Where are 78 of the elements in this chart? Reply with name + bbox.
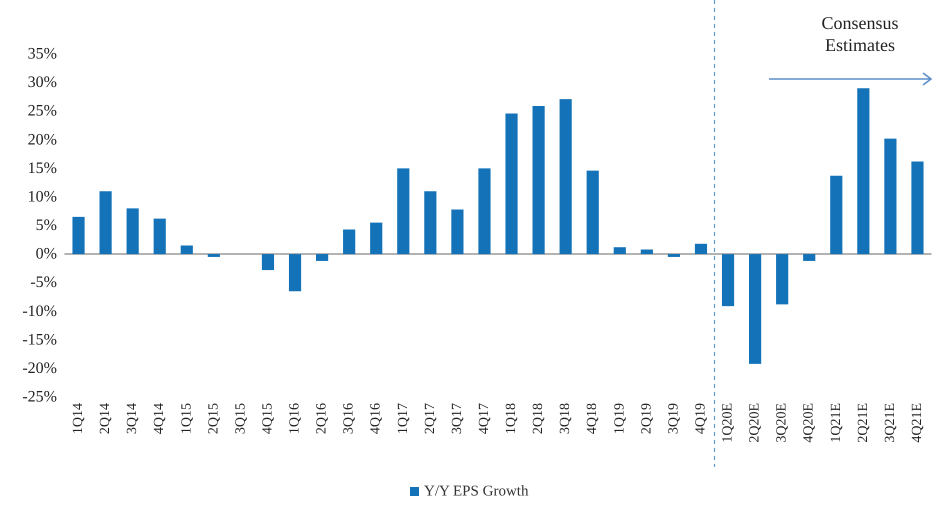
bar — [451, 209, 464, 254]
bar — [208, 254, 220, 257]
y-tick-label: -5% — [30, 274, 57, 292]
x-tick-label: 1Q14 — [71, 403, 86, 434]
y-tick-label: 30% — [28, 74, 57, 92]
y-tick-label: -10% — [22, 302, 57, 320]
x-tick-label: 1Q21E — [828, 403, 844, 443]
annotation: Consensus Estimates — [820, 12, 900, 56]
x-tick-label: 2Q16 — [314, 403, 330, 434]
x-tick-label: 4Q18 — [585, 403, 600, 434]
bar — [803, 254, 816, 261]
x-tick-label: 1Q19 — [612, 403, 628, 434]
x-tick-label: 1Q17 — [396, 403, 411, 434]
y-tick-label: 10% — [28, 188, 57, 206]
x-tick-label: 3Q19 — [666, 403, 682, 434]
bar — [316, 254, 328, 261]
x-tick-label: 1Q20E — [720, 403, 736, 443]
bar — [397, 168, 410, 254]
bar — [424, 191, 436, 254]
x-tick-label: 4Q19 — [693, 403, 708, 434]
y-tick-label: -25% — [22, 388, 57, 406]
x-tick-label: 4Q20E — [802, 403, 817, 443]
bar — [830, 176, 842, 254]
x-tick-label: 3Q20E — [774, 403, 790, 443]
bar — [343, 230, 356, 254]
bar — [262, 254, 274, 270]
x-tick-label: 4Q17 — [476, 403, 492, 434]
x-tick-label: 4Q15 — [260, 403, 276, 434]
x-tick-label: 2Q21E — [856, 403, 871, 443]
x-tick-label: 3Q16 — [342, 403, 357, 434]
legend-label: Y/Y EPS Growth — [424, 484, 529, 500]
y-tick-label: 15% — [28, 160, 57, 177]
y-tick-label: 5% — [36, 217, 57, 234]
x-tick-label: 2Q17 — [422, 403, 438, 434]
bar — [749, 254, 762, 364]
y-tick-label: 20% — [28, 131, 57, 148]
bar — [560, 99, 572, 254]
bar — [72, 216, 85, 254]
bar — [586, 170, 599, 254]
bar — [668, 254, 680, 257]
bar — [911, 161, 924, 254]
bar — [694, 244, 708, 254]
bar — [505, 113, 518, 254]
bar — [857, 88, 870, 254]
bar — [776, 254, 788, 304]
bar — [722, 254, 734, 306]
bar — [614, 247, 626, 254]
x-tick-label: 1Q15 — [179, 403, 194, 434]
bar — [478, 168, 491, 254]
bar — [288, 254, 302, 292]
x-tick-label: 3Q18 — [558, 403, 574, 434]
x-tick-label: 4Q16 — [368, 403, 384, 434]
x-tick-label: 1Q16 — [288, 403, 303, 434]
bar — [126, 208, 139, 254]
y-tick-label: 0% — [36, 246, 57, 263]
x-tick-label: 2Q18 — [531, 403, 546, 434]
bar — [640, 250, 653, 254]
x-tick-label: 3Q17 — [450, 403, 465, 434]
bar — [154, 218, 166, 254]
x-tick-label: 2Q15 — [206, 403, 222, 434]
bar — [100, 191, 112, 254]
x-tick-label: 2Q19 — [639, 403, 654, 434]
y-tick-label: 25% — [28, 102, 57, 120]
x-tick-label: 2Q14 — [98, 403, 114, 434]
x-tick-label: 3Q21E — [882, 403, 898, 443]
bar — [370, 222, 382, 254]
bar — [532, 106, 545, 254]
y-tick-label: -20% — [22, 360, 57, 377]
x-tick-label: 3Q15 — [233, 403, 248, 434]
y-tick-label: 35% — [28, 46, 57, 62]
bar — [180, 246, 193, 254]
x-tick-label: 4Q21E — [910, 403, 925, 443]
x-tick-label: 3Q14 — [125, 403, 140, 434]
bar — [884, 138, 896, 254]
x-tick-label: 4Q14 — [152, 403, 168, 434]
x-tick-label: 1Q18 — [504, 403, 520, 434]
x-tick-label: 2Q20E — [748, 403, 763, 443]
y-tick-label: -15% — [22, 331, 57, 348]
